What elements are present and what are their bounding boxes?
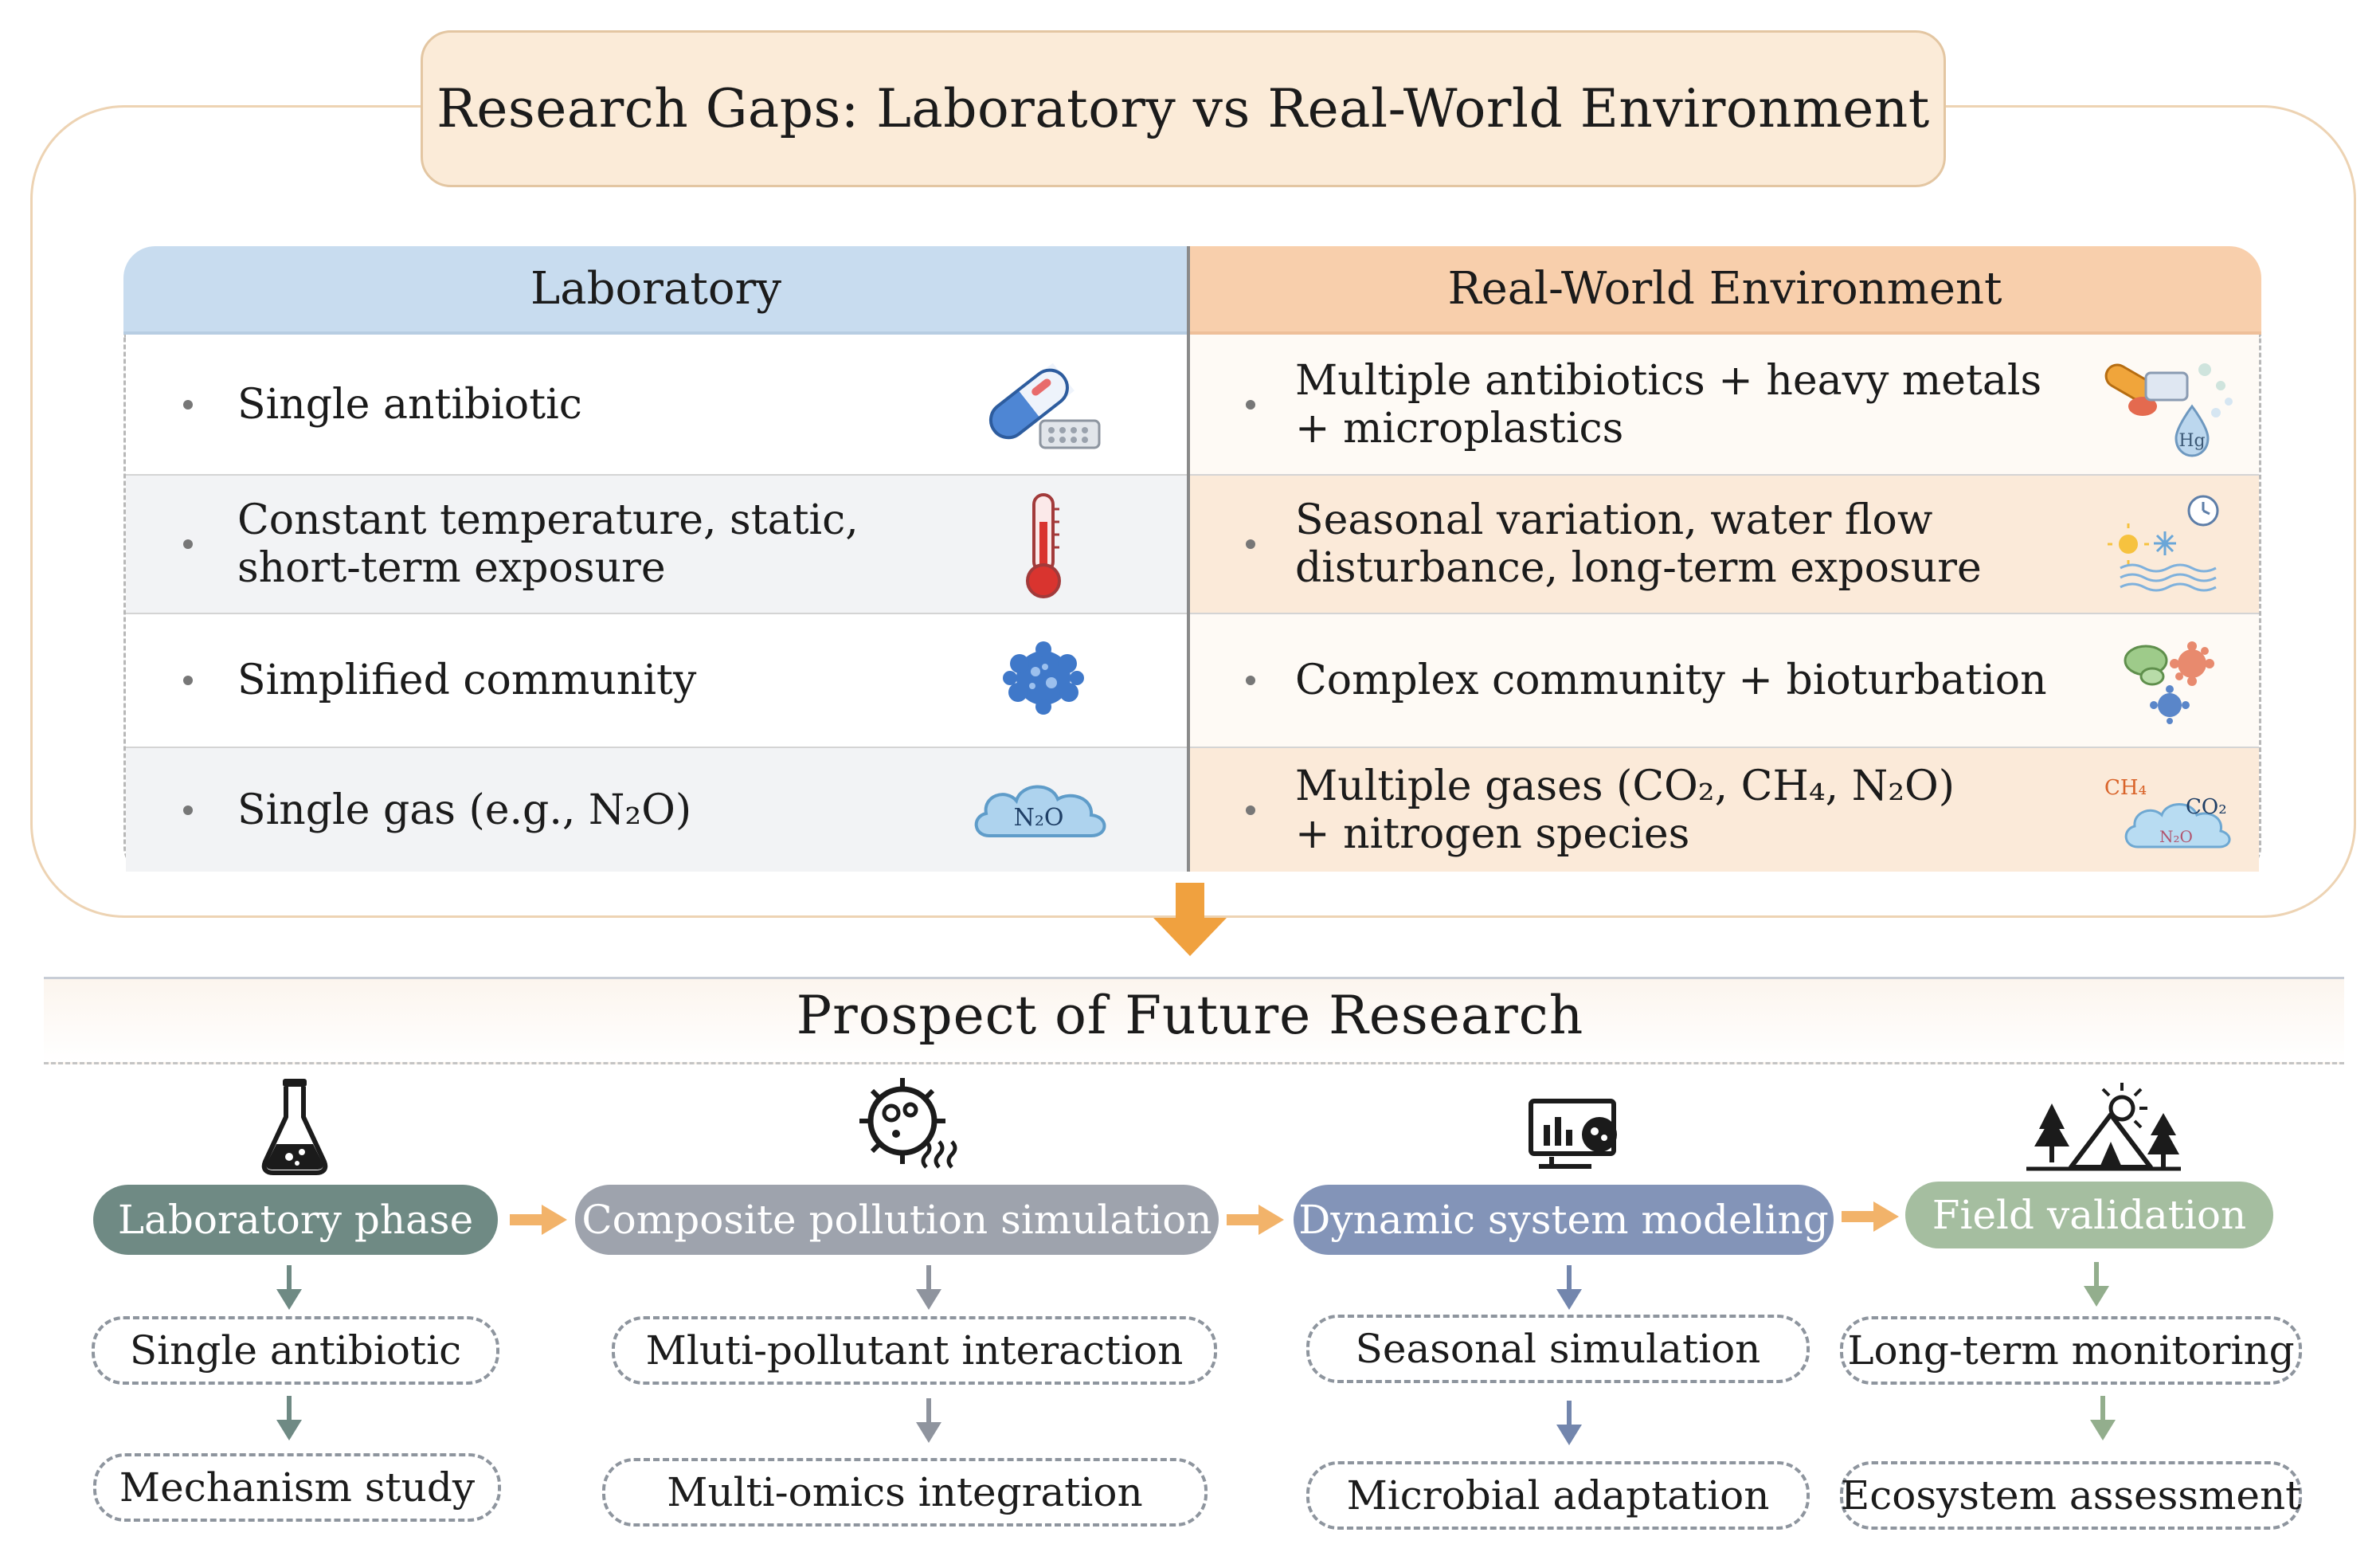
lab-row-2: Constant temperature, static, short-term…	[126, 474, 1188, 613]
sub-multi-pollutant-interaction: Mluti-pollutant interaction	[612, 1316, 1217, 1385]
flow-arrow-icon	[510, 1205, 567, 1235]
down-arrow-small-icon	[2084, 1262, 2109, 1307]
laboratory-column: Laboratory Single antibiotic	[123, 246, 1188, 872]
bullet-icon	[1246, 539, 1255, 549]
lab-row-4-text: Single gas (e.g., N₂O)	[237, 786, 692, 834]
ch4-label: CH₄	[2104, 776, 2147, 800]
season-water-icon	[2108, 495, 2219, 592]
lab-row-3: Simplified community	[126, 613, 1188, 747]
down-arrow-small-icon	[1556, 1401, 1582, 1445]
stage-dynamic-modeling-label: Dynamic system modeling	[1298, 1197, 1829, 1243]
stage-field-validation: Field validation	[1905, 1182, 2273, 1248]
n2o-label: N₂O	[1014, 804, 1064, 832]
flask-icon	[261, 1079, 328, 1175]
real-row-2-text: Seasonal variation, water flow disturban…	[1295, 496, 1982, 592]
stage-laboratory-phase: Laboratory phase	[93, 1185, 498, 1255]
sub-ecosystem-assessment: Ecosystem assessment	[1840, 1461, 2302, 1530]
real-world-column: Real-World Environment Multiple antibiot…	[1188, 246, 2261, 872]
pollution-microbe-icon	[859, 1078, 957, 1169]
page-title: Research Gaps: Laboratory vs Real-World …	[421, 30, 1946, 187]
sub-mechanism-study: Mechanism study	[93, 1453, 501, 1522]
microbe-icon	[1003, 641, 1084, 715]
sub-single-antibiotic: Single antibiotic	[92, 1316, 499, 1385]
lab-row-1-text: Single antibiotic	[237, 380, 582, 429]
real-row-1-text: Multiple antibiotics + heavy metals + mi…	[1295, 356, 2042, 453]
thermometer-icon	[1026, 493, 1061, 598]
bullet-icon	[1246, 399, 1255, 410]
microbes-icon	[2124, 641, 2214, 724]
prospect-band	[44, 977, 2344, 1064]
co2-label: CO₂	[2186, 795, 2227, 819]
laboratory-rows: Single antibiotic	[123, 335, 1188, 872]
down-arrow-small-icon	[916, 1398, 941, 1443]
real-row-2: Seasonal variation, water flow disturban…	[1188, 474, 2259, 613]
monitor-chart-icon	[1529, 1099, 1617, 1169]
stage-composite-pollution-label: Composite pollution simulation	[581, 1197, 1212, 1243]
prospect-title: Prospect of Future Research	[796, 985, 1584, 1046]
pill-icon	[988, 363, 1101, 449]
stage-laboratory-phase-label: Laboratory phase	[117, 1197, 474, 1243]
comparison-table: Laboratory Single antibiotic	[123, 246, 2261, 872]
real-row-1: Multiple antibiotics + heavy metals + mi…	[1188, 335, 2259, 474]
n2o-small-label: N₂O	[2159, 827, 2193, 846]
lab-row-2-text: Constant temperature, static, short-term…	[237, 496, 859, 592]
cloud-icon: N₂O	[974, 785, 1106, 837]
real-world-header: Real-World Environment	[1188, 246, 2261, 335]
down-arrow-small-icon	[276, 1265, 302, 1310]
laboratory-header: Laboratory	[123, 246, 1188, 335]
stage-dynamic-modeling: Dynamic system modeling	[1294, 1185, 1834, 1255]
stage-field-validation-label: Field validation	[1932, 1192, 2247, 1238]
gases-icon: CH₄ CO₂ N₂O	[2104, 776, 2231, 849]
bullet-icon	[1246, 805, 1255, 815]
lab-row-1: Single antibiotic	[126, 335, 1188, 474]
stage-composite-pollution: Composite pollution simulation	[575, 1185, 1219, 1255]
bullet-icon	[183, 676, 193, 685]
sub-multi-omics-integration: Multi-omics integration	[602, 1458, 1208, 1527]
sub-microbial-adaptation: Microbial adaptation	[1306, 1461, 1810, 1530]
field-tent-icon	[2026, 1083, 2181, 1171]
lab-row-4: Single gas (e.g., N₂O) N₂O	[126, 747, 1188, 872]
flow-arrow-icon	[1227, 1205, 1284, 1235]
bullet-icon	[183, 805, 193, 815]
sub-long-term-monitoring: Long-term monitoring	[1840, 1316, 2302, 1385]
bullet-icon	[183, 539, 193, 549]
bullet-icon	[1246, 676, 1255, 685]
real-row-3-text: Complex community + bioturbation	[1295, 656, 2047, 704]
sub-seasonal-simulation: Seasonal simulation	[1306, 1315, 1810, 1383]
down-arrow-small-icon	[276, 1396, 302, 1440]
down-arrow-icon	[1153, 883, 1227, 956]
pollutants-icon: Hg	[2104, 363, 2233, 457]
real-row-4-text: Multiple gases (CO₂, CH₄, N₂O) + nitroge…	[1295, 762, 1955, 858]
real-row-4: Multiple gases (CO₂, CH₄, N₂O) + nitroge…	[1188, 747, 2259, 872]
flow-arrow-icon	[1842, 1201, 1899, 1232]
down-arrow-small-icon	[916, 1265, 941, 1310]
hg-label: Hg	[2178, 431, 2205, 451]
down-arrow-small-icon	[1556, 1265, 1582, 1310]
column-divider	[1187, 246, 1190, 872]
lab-row-3-text: Simplified community	[237, 656, 697, 704]
real-world-rows: Multiple antibiotics + heavy metals + mi…	[1188, 335, 2261, 872]
down-arrow-small-icon	[2090, 1396, 2116, 1440]
bullet-icon	[183, 399, 193, 410]
real-row-3: Complex community + bioturbation	[1188, 613, 2259, 747]
